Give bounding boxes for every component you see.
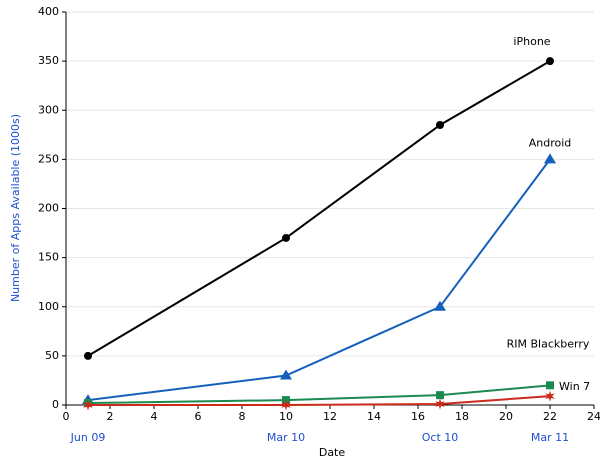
x-tick-label: 10 <box>279 410 293 423</box>
point <box>436 120 444 129</box>
point <box>83 399 93 411</box>
date-label: Mar 10 <box>267 431 305 444</box>
y-tick-label: 250 <box>38 152 59 165</box>
x-tick-label: 24 <box>587 410 600 423</box>
point <box>545 390 555 402</box>
y-tick-label: 350 <box>38 54 59 67</box>
y-tick-label: 150 <box>38 251 59 264</box>
x-tick-label: 20 <box>499 410 513 423</box>
x-tick-label: 12 <box>323 410 337 423</box>
x-tick-label: 18 <box>455 410 469 423</box>
series-label: Win 7 <box>559 380 590 393</box>
line <box>87 384 551 405</box>
point <box>546 381 554 390</box>
point <box>281 399 291 411</box>
point <box>280 369 292 380</box>
x-axis-label: Date <box>319 446 346 459</box>
y-tick-label: 0 <box>52 398 59 411</box>
y-tick-label: 300 <box>38 103 59 116</box>
series-label: Android <box>529 136 572 149</box>
point <box>282 233 290 242</box>
point <box>546 57 554 66</box>
y-axis-label: Number of Apps Available (1000s) <box>9 114 22 302</box>
point <box>436 391 444 400</box>
date-label: Oct 10 <box>422 431 459 444</box>
series-label: iPhone <box>513 35 550 48</box>
x-tick-label: 8 <box>239 410 246 423</box>
date-label: Jun 09 <box>70 431 106 444</box>
line <box>88 395 551 406</box>
date-label: Mar 11 <box>531 431 569 444</box>
y-tick-label: 400 <box>38 5 59 18</box>
y-tick-label: 200 <box>38 202 59 215</box>
line <box>87 158 551 402</box>
y-tick-label: 100 <box>38 300 59 313</box>
x-tick-label: 6 <box>195 410 202 423</box>
x-tick-label: 22 <box>543 410 557 423</box>
point <box>544 153 556 164</box>
x-tick-label: 16 <box>411 410 425 423</box>
x-tick-label: 4 <box>151 410 158 423</box>
series-label: RIM Blackberry <box>507 337 590 350</box>
point <box>434 300 446 311</box>
x-tick-label: 2 <box>107 410 114 423</box>
line <box>87 60 551 357</box>
x-tick-label: 0 <box>63 410 70 423</box>
y-tick-label: 50 <box>45 349 59 362</box>
point <box>84 351 92 360</box>
point <box>435 398 445 410</box>
x-tick-label: 14 <box>367 410 381 423</box>
